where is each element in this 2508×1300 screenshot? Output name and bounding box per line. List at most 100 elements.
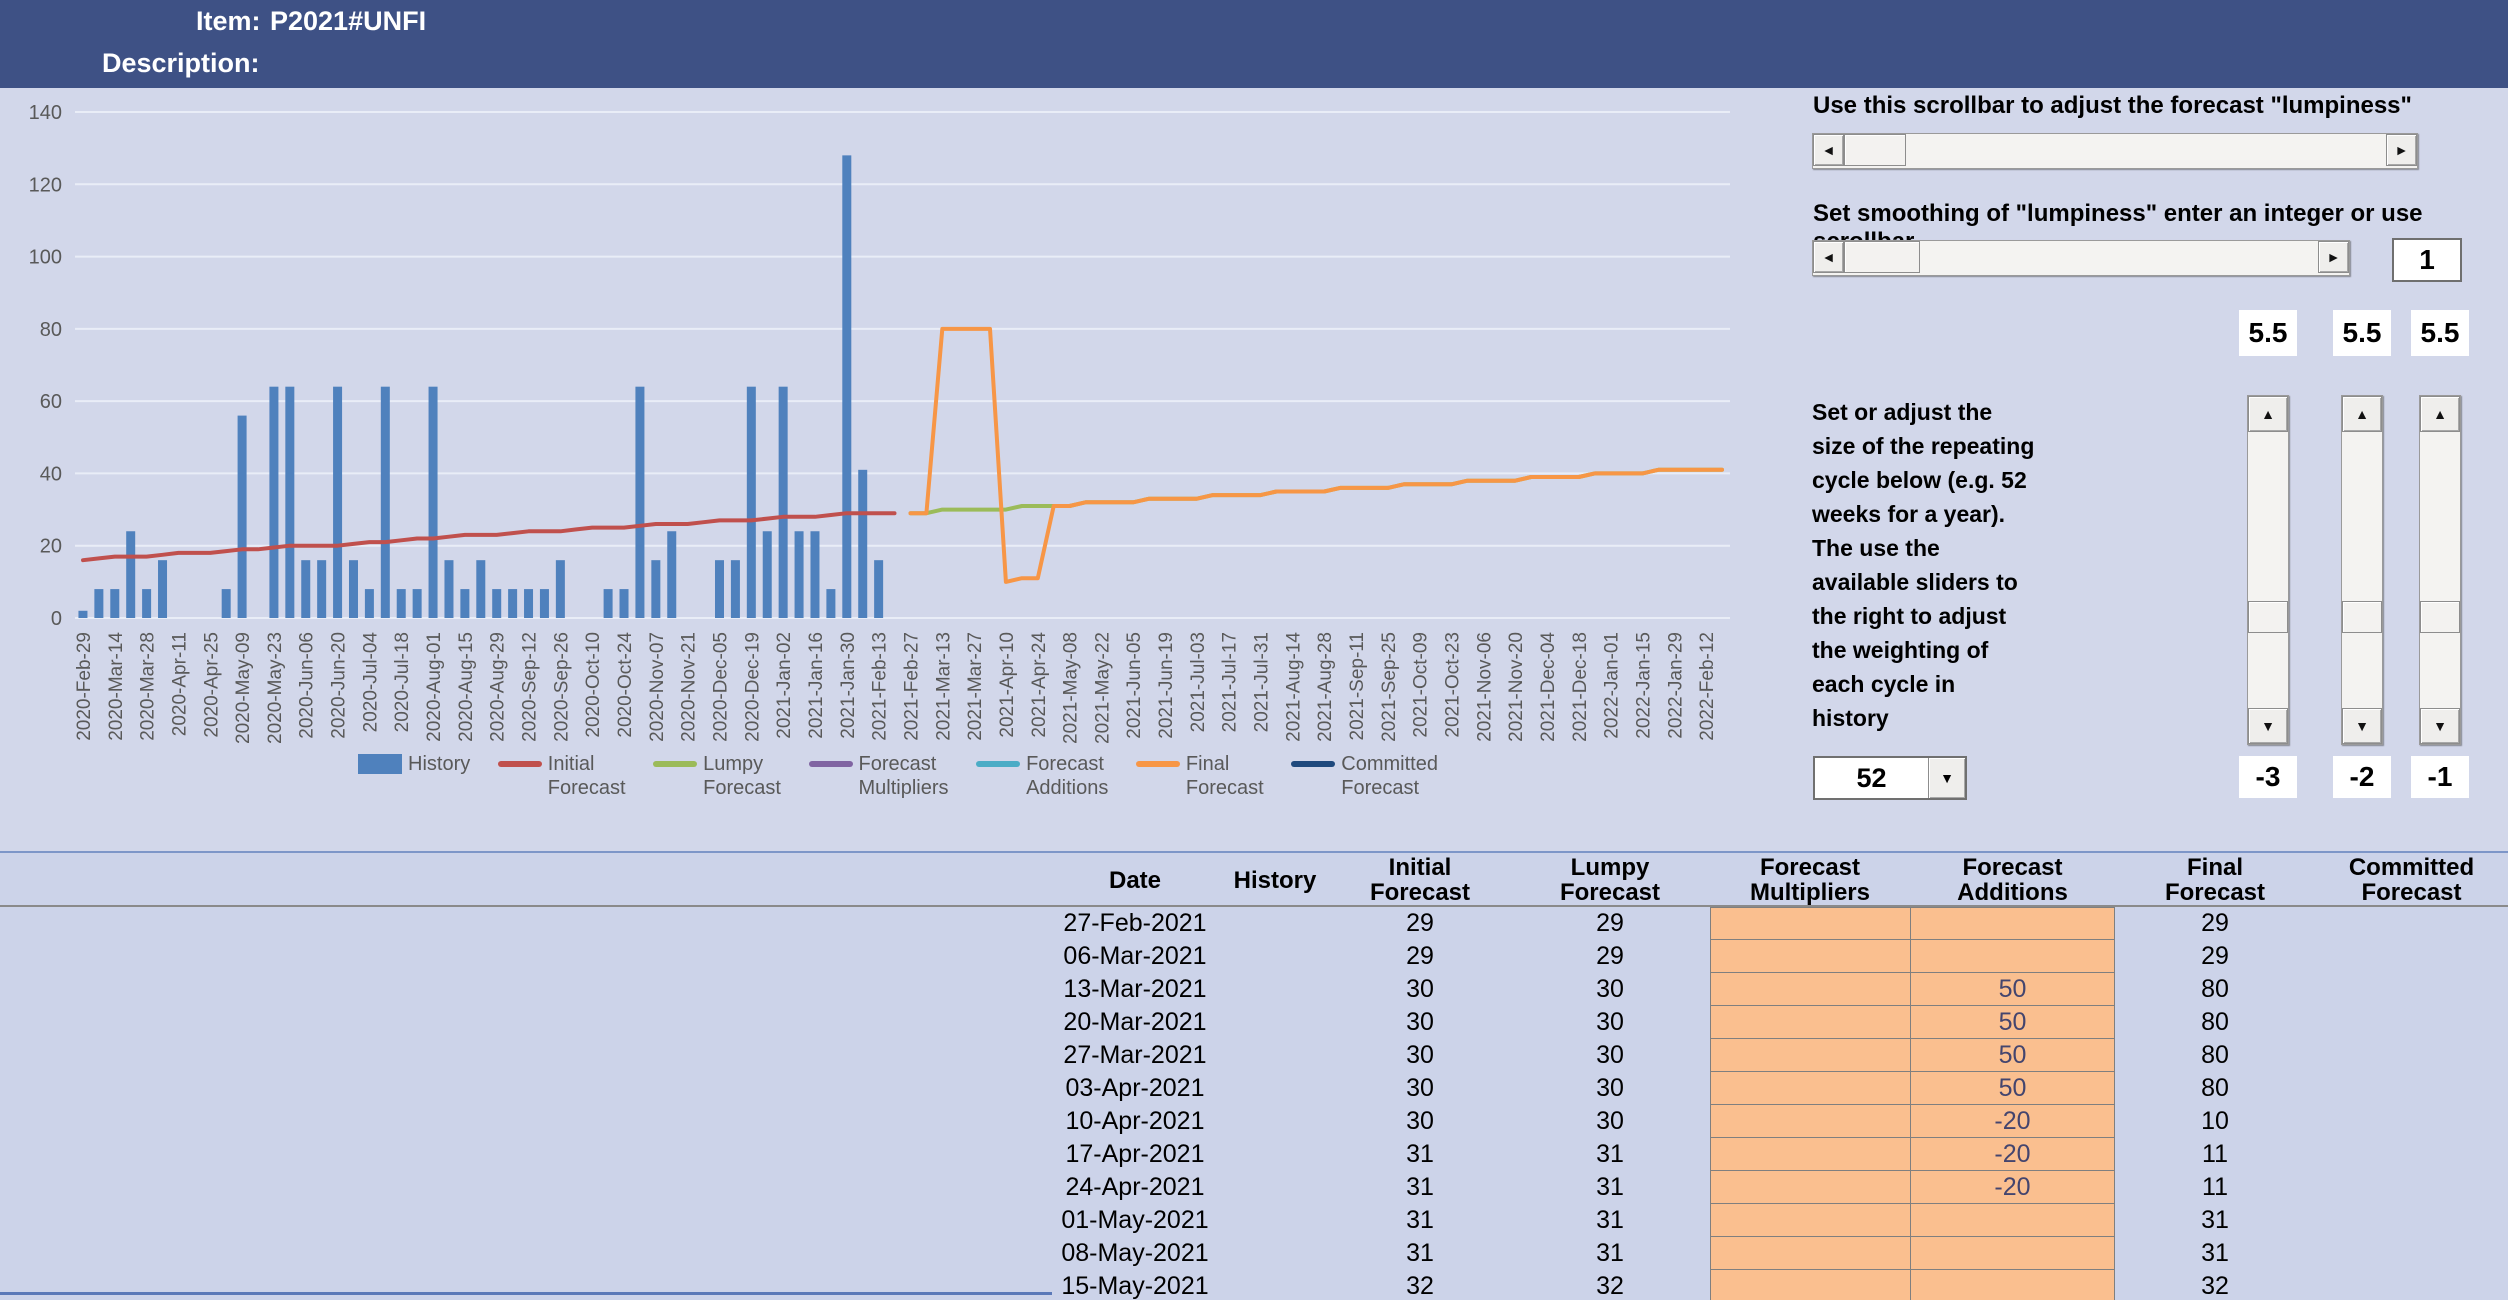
cycle-weight-scrollbar-thumb[interactable] [2420, 601, 2460, 633]
legend-label: CommittedForecast [1341, 752, 1438, 800]
cell-multipliers[interactable] [1710, 973, 1910, 1006]
history-bar [142, 589, 151, 618]
table-row: 20-Mar-202130305080 [1050, 1006, 2508, 1039]
cell-date: 03-Apr-2021 [1050, 1072, 1220, 1105]
cell-final: 80 [2115, 973, 2315, 1006]
x-axis-tick-label: 2021-Oct-09 [1411, 632, 1432, 738]
cell-additions[interactable]: -20 [1910, 1105, 2115, 1138]
cell-date: 27-Feb-2021 [1050, 907, 1220, 940]
cell-additions[interactable]: 50 [1910, 1072, 2115, 1105]
cell-additions[interactable] [1910, 1204, 2115, 1237]
table-row: 17-Apr-20213131-2011 [1050, 1138, 2508, 1171]
cell-date: 27-Mar-2021 [1050, 1039, 1220, 1072]
lumpiness-scrollbar-thumb[interactable] [1844, 134, 1906, 166]
legend-swatch-icon [976, 761, 1020, 767]
cell-multipliers[interactable] [1710, 907, 1910, 940]
history-bar [476, 560, 485, 618]
scroll-up-arrow-icon[interactable]: ▲ [2248, 396, 2288, 432]
cell-multipliers[interactable] [1710, 1006, 1910, 1039]
cell-multipliers[interactable] [1710, 1138, 1910, 1171]
scroll-right-arrow-icon[interactable]: ► [2318, 241, 2349, 273]
cell-multipliers[interactable] [1710, 1237, 1910, 1270]
history-bar [444, 560, 453, 618]
smoothing-value-input[interactable]: 1 [2392, 238, 2462, 282]
legend-label: History [408, 752, 470, 776]
x-axis-tick-label: 2021-May-08 [1061, 632, 1082, 744]
scroll-down-arrow-icon[interactable]: ▼ [2420, 708, 2460, 744]
cell-date: 08-May-2021 [1050, 1237, 1220, 1270]
cell-multipliers[interactable] [1710, 1105, 1910, 1138]
cell-additions[interactable]: 50 [1910, 1039, 2115, 1072]
cell-additions[interactable]: -20 [1910, 1171, 2115, 1204]
history-bar [110, 589, 119, 618]
scroll-left-arrow-icon[interactable]: ◄ [1813, 134, 1844, 166]
x-axis-tick-label: 2020-Apr-25 [201, 632, 222, 738]
cell-final: 10 [2115, 1105, 2315, 1138]
x-axis-tick-label: 2021-Jun-19 [1156, 632, 1177, 739]
smoothing-scrollbar-thumb[interactable] [1844, 241, 1920, 273]
lumpiness-scrollbar[interactable]: ◄ ► [1812, 133, 2418, 169]
cell-multipliers[interactable] [1710, 940, 1910, 973]
table-row: 03-Apr-202130305080 [1050, 1072, 2508, 1105]
scroll-left-arrow-icon[interactable]: ◄ [1813, 241, 1844, 273]
cell-committed [2315, 1204, 2508, 1237]
cycle-length-dropdown[interactable]: 52 ▼ [1813, 756, 1967, 800]
legend-item: CommittedForecast [1291, 752, 1438, 800]
cell-committed [2315, 1105, 2508, 1138]
cell-initial: 30 [1330, 973, 1510, 1006]
cell-history [1220, 973, 1330, 1006]
x-axis-tick-label: 2021-Sep-25 [1379, 632, 1400, 742]
scroll-up-arrow-icon[interactable]: ▲ [2342, 396, 2382, 432]
chevron-down-icon[interactable]: ▼ [1928, 758, 1965, 798]
x-axis-tick-label: 2021-Dec-18 [1570, 632, 1591, 742]
cell-committed [2315, 1237, 2508, 1270]
cell-additions[interactable] [1910, 940, 2115, 973]
cycle-weight-scrollbar[interactable]: ▲▼ [2419, 395, 2461, 745]
cell-initial: 29 [1330, 940, 1510, 973]
cell-multipliers[interactable] [1710, 1171, 1910, 1204]
cell-multipliers[interactable] [1710, 1204, 1910, 1237]
legend-swatch-icon [358, 754, 402, 774]
cycle-weight-scrollbar-thumb[interactable] [2248, 601, 2288, 633]
history-bar [826, 589, 835, 618]
y-axis-tick-label: 60 [40, 391, 62, 413]
x-axis-tick-label: 2021-Nov-20 [1506, 632, 1527, 742]
title-bar: Item: P2021#UNFI Description: [0, 0, 2508, 88]
cell-multipliers[interactable] [1710, 1039, 1910, 1072]
cell-history [1220, 1039, 1330, 1072]
cell-date: 13-Mar-2021 [1050, 973, 1220, 1006]
legend-label: LumpyForecast [703, 752, 781, 800]
cell-final: 11 [2115, 1171, 2315, 1204]
cell-multipliers[interactable] [1710, 1072, 1910, 1105]
cell-committed [2315, 1270, 2508, 1300]
cell-lumpy: 30 [1510, 1039, 1710, 1072]
cell-final: 11 [2115, 1138, 2315, 1171]
cycle-weight-scrollbar[interactable]: ▲▼ [2247, 395, 2289, 745]
legend-item: InitialForecast [498, 752, 626, 800]
x-axis-tick-label: 2020-Oct-24 [615, 632, 636, 738]
history-bar [238, 416, 247, 618]
cell-final: 80 [2115, 1006, 2315, 1039]
scroll-down-arrow-icon[interactable]: ▼ [2248, 708, 2288, 744]
cycle-weight-scrollbar-thumb[interactable] [2342, 601, 2382, 633]
x-axis-tick-label: 2020-Aug-29 [488, 632, 509, 742]
cell-additions[interactable] [1910, 1237, 2115, 1270]
legend-swatch-icon [809, 761, 853, 767]
smoothing-scrollbar[interactable]: ◄ ► [1812, 240, 2350, 276]
cell-additions[interactable] [1910, 907, 2115, 940]
legend-item: FinalForecast [1136, 752, 1264, 800]
cell-history [1220, 1105, 1330, 1138]
cell-additions[interactable]: 50 [1910, 973, 2115, 1006]
history-bar [333, 387, 342, 618]
scroll-right-arrow-icon[interactable]: ► [2386, 134, 2417, 166]
table-row: 15-May-2021323232 [1050, 1270, 2508, 1300]
scroll-up-arrow-icon[interactable]: ▲ [2420, 396, 2460, 432]
scroll-down-arrow-icon[interactable]: ▼ [2342, 708, 2382, 744]
cell-additions[interactable]: -20 [1910, 1138, 2115, 1171]
cell-date: 06-Mar-2021 [1050, 940, 1220, 973]
cell-multipliers[interactable] [1710, 1270, 1910, 1300]
cell-additions[interactable]: 50 [1910, 1006, 2115, 1039]
cycle-weight-scrollbar[interactable]: ▲▼ [2341, 395, 2383, 745]
cell-additions[interactable] [1910, 1270, 2115, 1300]
cell-lumpy: 29 [1510, 940, 1710, 973]
